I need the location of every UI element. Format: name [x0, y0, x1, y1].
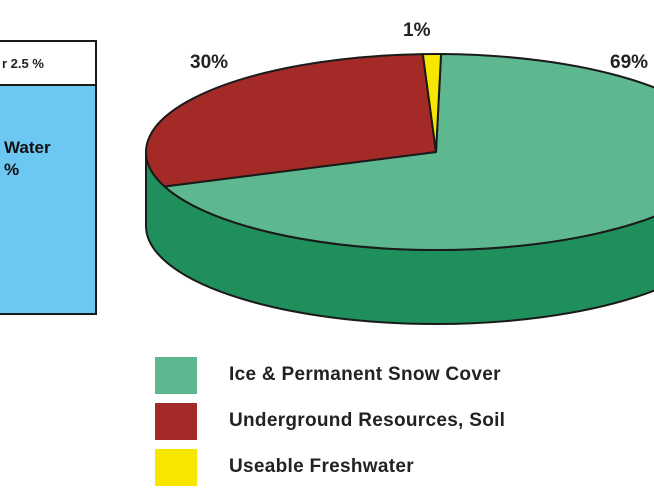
legend-item-freshwater: Useable Freshwater [155, 444, 654, 490]
pie-slice-freshwater [421, 53, 443, 153]
legend-label-underground: Underground Resources, Soil [229, 410, 506, 431]
legend-item-underground: Underground Resources, Soil [155, 398, 654, 444]
pct-label-ice: 69% [610, 52, 649, 73]
legend: Ice & Permanent Snow Cover Underground R… [155, 352, 654, 490]
pie-slice-underground [145, 53, 437, 188]
pie-slice-ice [163, 53, 654, 251]
legend-item-ice: Ice & Permanent Snow Cover [155, 352, 654, 398]
freshwater-share-box: r 2.5 % [0, 40, 97, 315]
legend-swatch-freshwater [155, 448, 197, 486]
pct-label-underground: 30% [190, 52, 229, 73]
legend-swatch-underground [155, 402, 197, 440]
legend-swatch-ice [155, 356, 197, 394]
water-share-label: Water % [4, 138, 51, 179]
legend-label-freshwater: Useable Freshwater [229, 456, 414, 477]
pct-label-freshwater: 1% [403, 20, 431, 41]
pie-chart [145, 53, 654, 325]
freshwater-share-header: r 2.5 % [0, 42, 95, 86]
water-share-block [0, 86, 95, 313]
legend-label-ice: Ice & Permanent Snow Cover [229, 364, 501, 385]
